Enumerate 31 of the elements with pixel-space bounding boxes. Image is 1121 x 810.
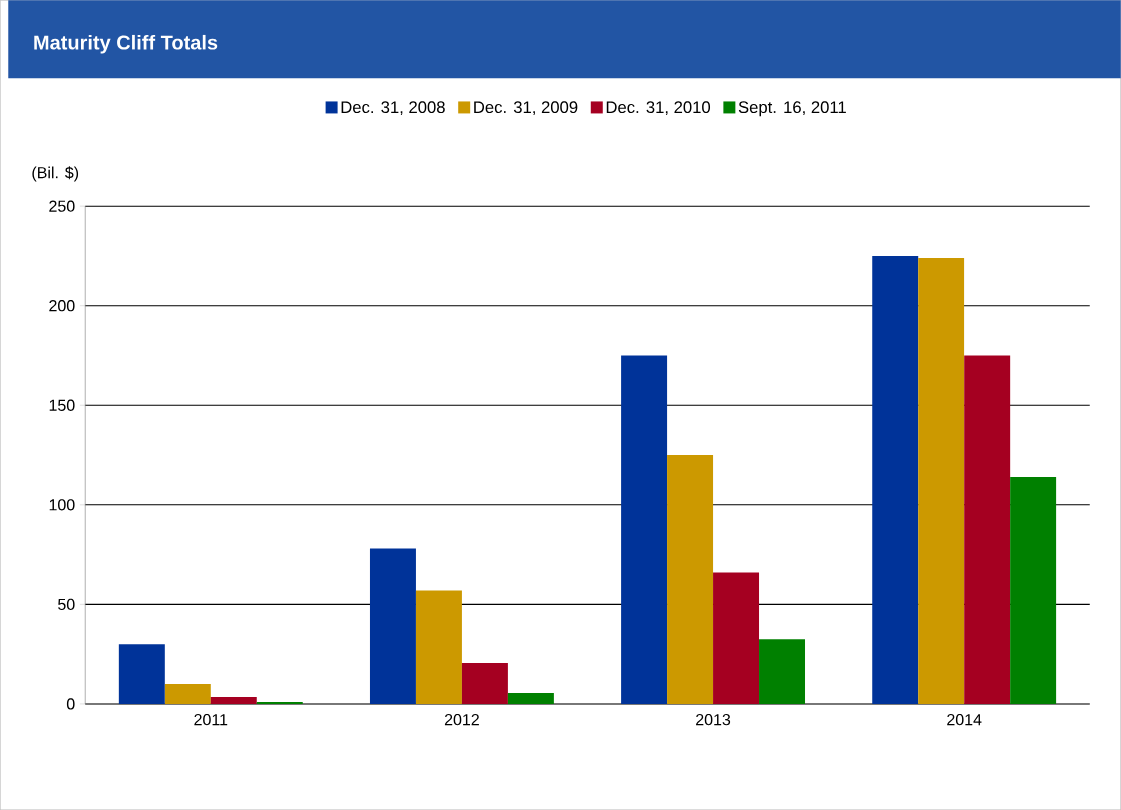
bar xyxy=(872,255,919,704)
y-tick-label: 50 xyxy=(58,598,75,610)
y-tick-label: 250 xyxy=(49,200,75,212)
bar xyxy=(759,639,806,704)
y-tick-label: 0 xyxy=(66,698,75,710)
bar xyxy=(621,355,668,704)
y-tick-label: 100 xyxy=(49,499,75,511)
bar xyxy=(964,355,1011,704)
y-tick-label: 150 xyxy=(49,399,75,411)
bar xyxy=(918,257,965,704)
chart-title: Maturity Cliff Totals xyxy=(34,34,218,54)
bar xyxy=(210,696,257,704)
legend-label: Dec. 31, 2010 xyxy=(606,101,711,115)
x-tick-label: 2011 xyxy=(194,713,228,726)
bar xyxy=(507,692,554,704)
legend-label: Dec. 31, 2008 xyxy=(341,101,445,115)
bar xyxy=(118,644,165,704)
bar xyxy=(415,590,462,704)
x-tick-label: 2014 xyxy=(947,713,982,726)
x-tick-label: 2013 xyxy=(696,713,731,726)
legend-label: Sept. 16, 2011 xyxy=(738,101,846,117)
y-axis-title: (Bil. $) xyxy=(32,166,79,182)
x-tick-label: 2012 xyxy=(444,713,479,726)
bar xyxy=(667,454,714,704)
bar xyxy=(369,548,416,704)
bar xyxy=(1010,476,1057,704)
bar xyxy=(164,683,211,704)
bar xyxy=(713,572,760,704)
bar xyxy=(461,663,508,704)
legend-label: Dec. 31, 2009 xyxy=(474,101,578,115)
y-tick-label: 200 xyxy=(49,300,75,312)
